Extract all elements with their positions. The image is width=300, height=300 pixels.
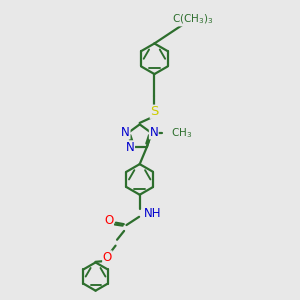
- Text: S: S: [150, 105, 159, 118]
- Text: O: O: [103, 251, 112, 264]
- Text: N: N: [126, 141, 134, 154]
- Text: NH: NH: [144, 207, 162, 220]
- Text: N: N: [121, 126, 130, 139]
- Text: CH$_3$: CH$_3$: [171, 126, 192, 140]
- Text: C(CH$_3$)$_3$: C(CH$_3$)$_3$: [172, 12, 214, 26]
- Text: O: O: [104, 214, 113, 227]
- Text: N: N: [149, 126, 158, 139]
